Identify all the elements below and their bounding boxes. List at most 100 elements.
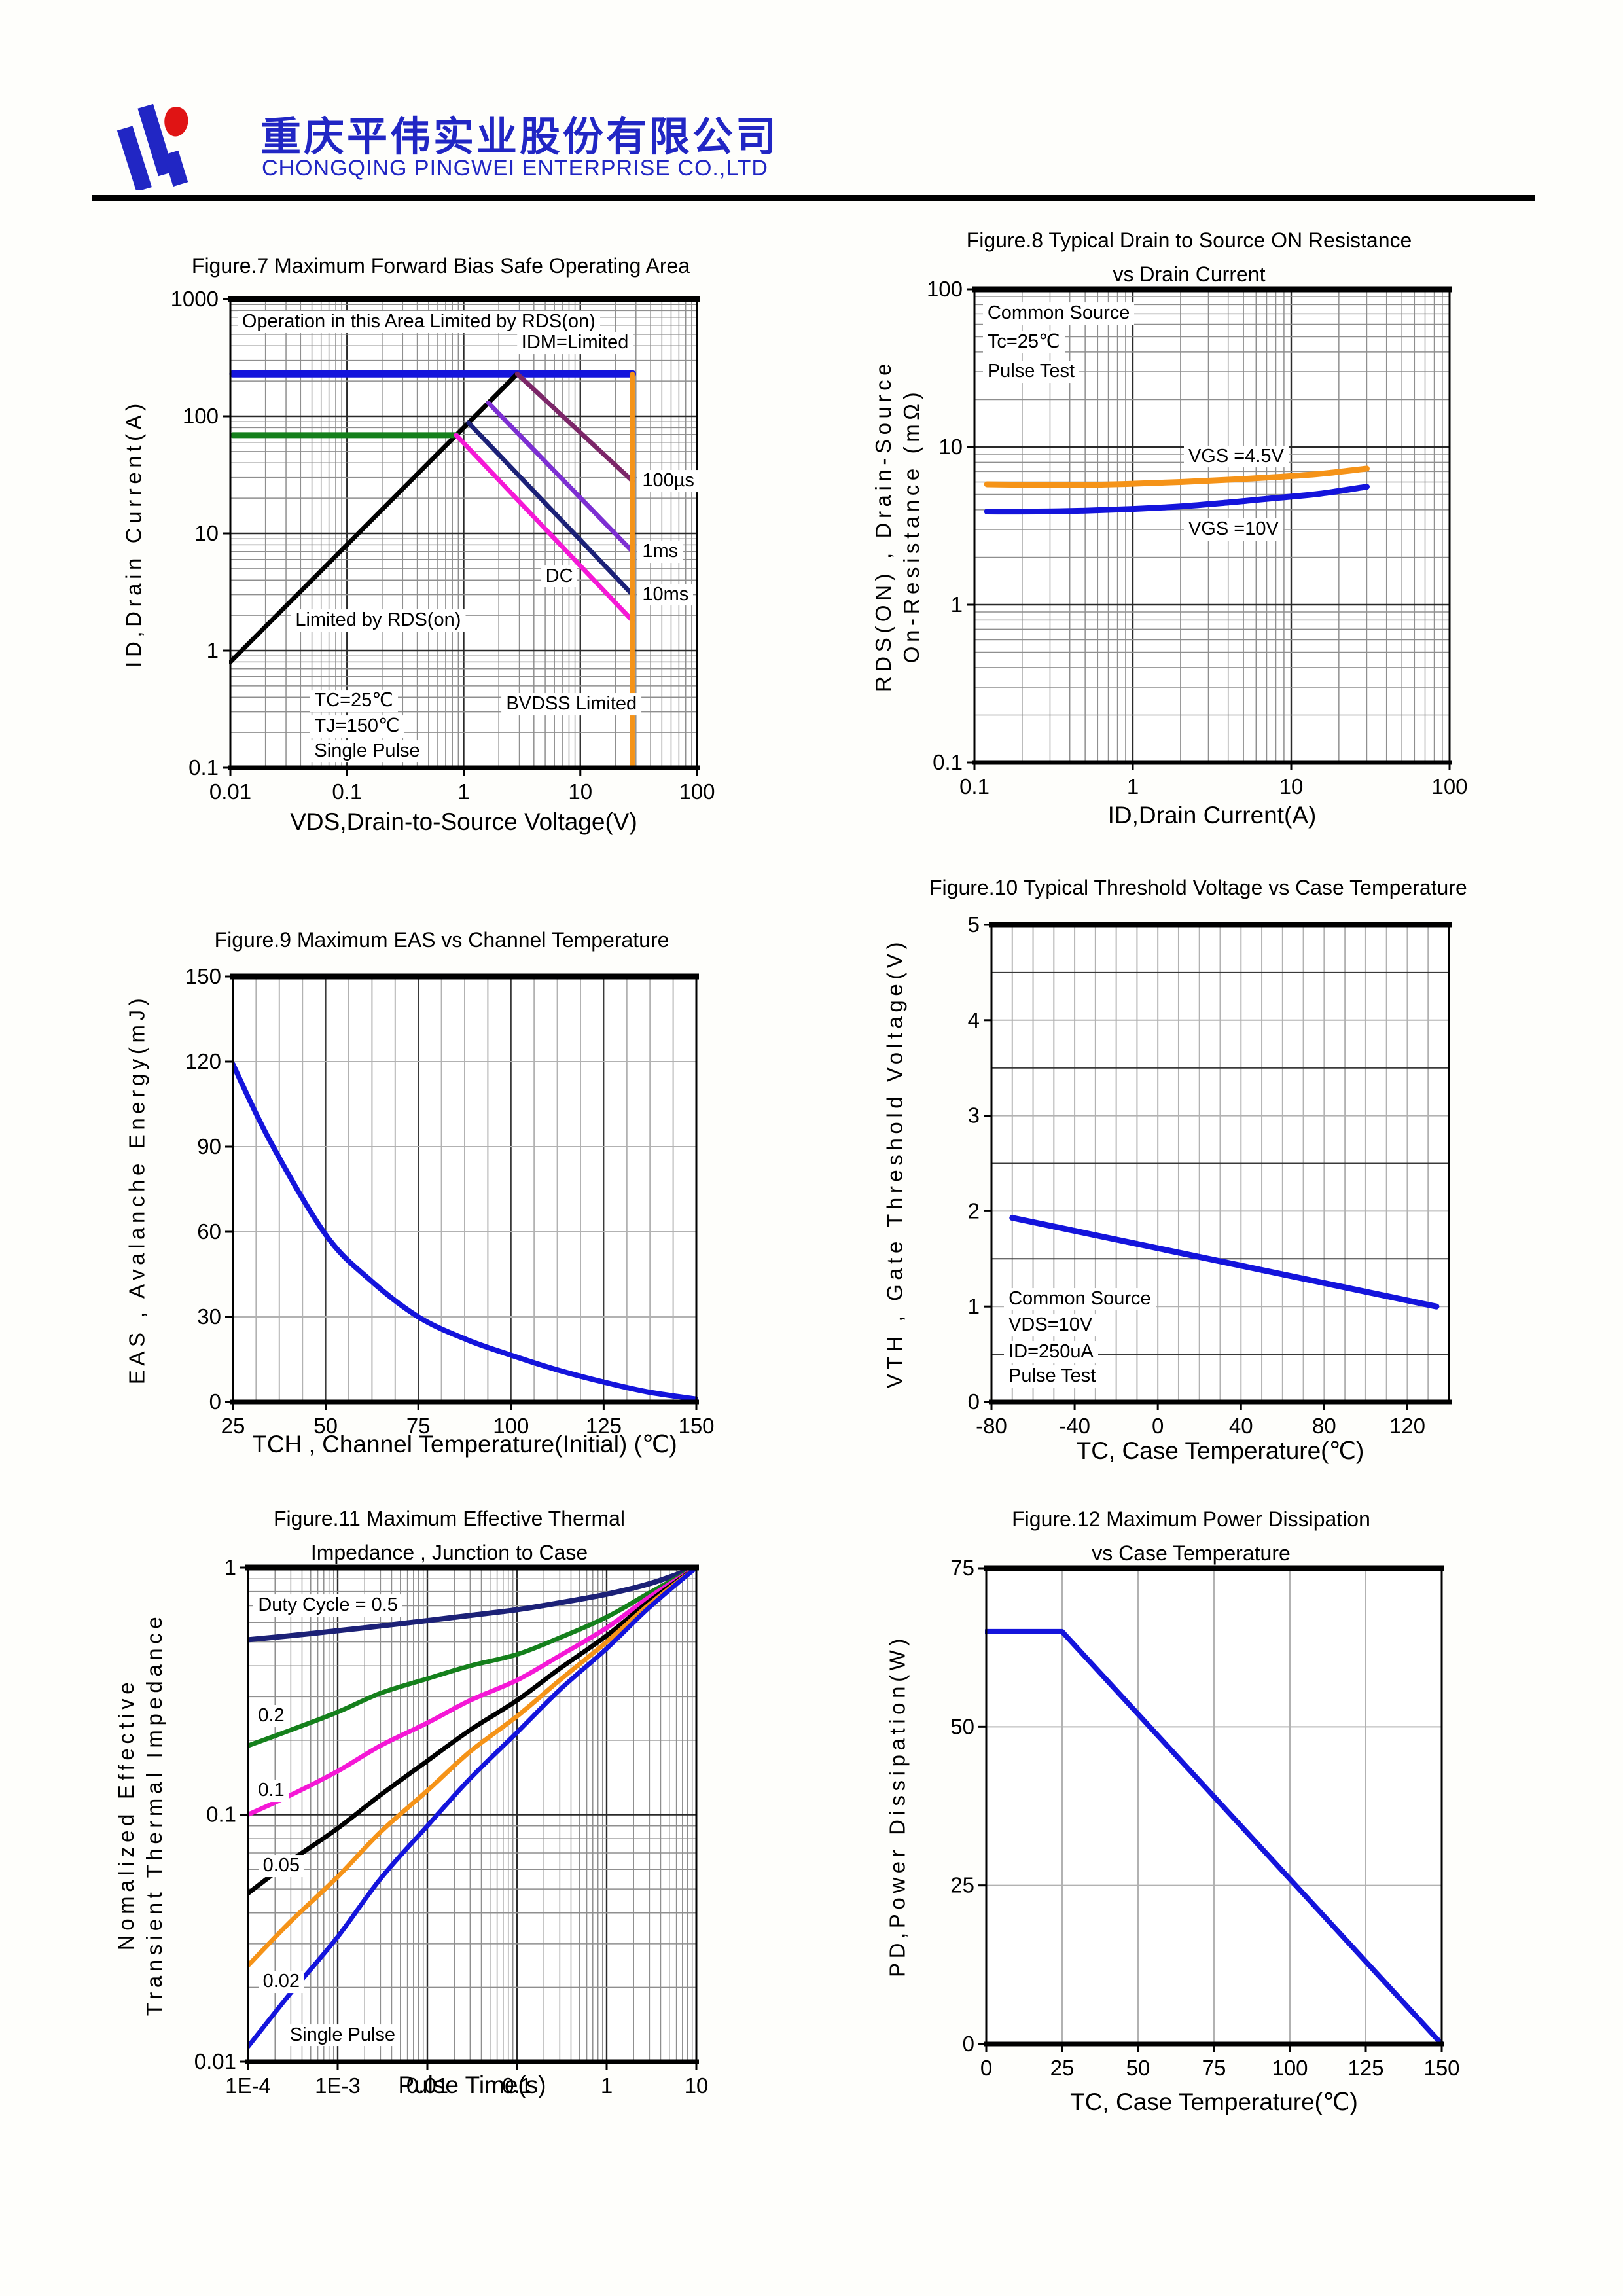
y-tick-label: 5 bbox=[968, 912, 980, 937]
x-tick-label: 0 bbox=[980, 2056, 992, 2080]
x-tick-label: 10 bbox=[1279, 774, 1304, 798]
x-tick-label: 25 bbox=[1050, 2056, 1075, 2080]
y-tick-label: 150 bbox=[185, 964, 221, 988]
figure-11-title: Figure.11 Maximum Effective Thermal Impe… bbox=[273, 1507, 626, 1564]
figure-10-cond-id: ID=250uA bbox=[1004, 1341, 1098, 1364]
y-tick-label: 3 bbox=[968, 1103, 980, 1128]
x-tick-label: 100 bbox=[493, 1414, 529, 1438]
x-tick-label: 25 bbox=[221, 1414, 245, 1438]
x-tick-label: 80 bbox=[1312, 1414, 1336, 1438]
x-tick-label: 125 bbox=[1347, 2056, 1383, 2080]
figure-10-title: Figure.10 Typical Threshold Voltage vs C… bbox=[929, 876, 1467, 899]
figure-7-rdson-label: Limited by RDS(on) bbox=[291, 609, 466, 632]
series-vgs-4-5v bbox=[984, 465, 1370, 488]
figure-7-label-10ms: 10ms bbox=[637, 583, 694, 606]
figure-7-soa-note: Operation in this Area Limited by RDS(on… bbox=[237, 310, 600, 333]
figure-12-plot: 0 25 50 75 100 125 150 0 25 50 75 bbox=[950, 1556, 1459, 2080]
figure-11-label-duty05: Duty Cycle = 0.5 bbox=[253, 1594, 402, 1617]
series-100us-pulse bbox=[514, 371, 635, 484]
x-tick-label: 50 bbox=[1126, 2056, 1150, 2080]
x-tick-label: 75 bbox=[1202, 2056, 1226, 2080]
y-tick-label: 50 bbox=[950, 1714, 974, 1738]
figure-7-cond-tj: TJ=150℃ bbox=[310, 715, 404, 738]
figure-8-label-vgs45: VGS =4.5V bbox=[1183, 445, 1289, 468]
figure-8-xlabel: ID,Drain Current(A) bbox=[1107, 802, 1317, 829]
x-tick-label: 120 bbox=[1389, 1414, 1425, 1438]
y-tick-label: 0 bbox=[968, 1390, 980, 1414]
y-tick-label: 100 bbox=[183, 404, 219, 428]
figure-10-ylabel: VTH , Gate Threshold Voltage(V) bbox=[882, 937, 907, 1389]
x-tick-label: 0 bbox=[1152, 1414, 1164, 1438]
y-tick-label: 0 bbox=[209, 1390, 221, 1414]
figure-7-cond-tc: TC=25℃ bbox=[310, 690, 398, 713]
x-tick-label: 50 bbox=[313, 1414, 338, 1438]
figure-10: Figure.10 Typical Threshold Voltage vs C… bbox=[883, 876, 1467, 1491]
series-dc bbox=[454, 433, 635, 623]
series-1ms-pulse bbox=[486, 401, 635, 554]
series-duty-0-2 bbox=[247, 1566, 698, 1748]
figure-8-plot: 0.1 1 10 100 0.1 1 10 100 bbox=[927, 277, 1468, 798]
figure-11-xlabel: Pulse Time(s) bbox=[398, 2072, 546, 2098]
figure-7-ylabel: ID,Drain Current(A) bbox=[121, 399, 146, 668]
x-tick-label: 0.1 bbox=[959, 774, 990, 798]
y-tick-label: 100 bbox=[927, 277, 963, 301]
x-tick-label: 10 bbox=[685, 2073, 709, 2098]
figure-11-label-duty01: 0.1 bbox=[253, 1779, 289, 1802]
figure-10-xlabel: TC, Case Temperature(℃) bbox=[1076, 1437, 1364, 1464]
y-tick-label: 60 bbox=[197, 1219, 221, 1244]
figure-12: Figure.12 Maximum Power Dissipation vs C… bbox=[885, 1507, 1460, 2147]
company-name-cn: 重庆平伟实业股份有限公司 bbox=[260, 115, 779, 160]
y-tick-label: 10 bbox=[194, 521, 219, 545]
figure-10-cond-vds: VDS=10V bbox=[1004, 1314, 1097, 1337]
x-tick-label: 125 bbox=[586, 1414, 622, 1438]
y-tick-label: 0.01 bbox=[194, 2049, 236, 2073]
x-tick-label: 150 bbox=[678, 1414, 714, 1438]
figure-8-cond-common-source: Common Source bbox=[982, 302, 1135, 325]
x-tick-label: 0.01 bbox=[209, 780, 251, 804]
x-tick-label: 10 bbox=[568, 780, 592, 804]
figure-12-ylabel: PD,Power Dissipation(W) bbox=[885, 1634, 910, 1978]
series-10ms-pulse bbox=[466, 420, 635, 598]
figure-11-label-single-pulse: Single Pulse bbox=[285, 2024, 401, 2047]
y-tick-label: 0.1 bbox=[206, 1803, 236, 1827]
figure-7-label-100us: 100µs bbox=[637, 470, 699, 492]
figure-8-title: Figure.8 Typical Drain to Source ON Resi… bbox=[966, 228, 1412, 286]
series-single-pulse bbox=[247, 1566, 698, 2049]
x-tick-label: 100 bbox=[679, 780, 715, 804]
y-tick-label: 90 bbox=[197, 1134, 221, 1158]
x-tick-label: 150 bbox=[1423, 2056, 1459, 2080]
figure-7: Figure.7 Maximum Forward Bias Safe Opera… bbox=[122, 254, 715, 852]
figure-9-ylabel: EAS , Avalanche Energy(mJ) bbox=[124, 994, 149, 1385]
y-tick-label: 1 bbox=[224, 1555, 236, 1579]
x-tick-label: 0.01 bbox=[406, 2073, 448, 2098]
company-name-en: CHONGQING PINGWEI ENTERPRISE CO.,LTD bbox=[262, 156, 768, 181]
x-tick-label: 1 bbox=[457, 780, 469, 804]
x-tick-label: 100 bbox=[1272, 2056, 1308, 2080]
series-vth-vs-tc bbox=[1009, 1215, 1440, 1310]
x-tick-label: 0.1 bbox=[332, 780, 362, 804]
x-tick-label: 75 bbox=[406, 1414, 431, 1438]
figure-8: Figure.8 Typical Drain to Source ON Resi… bbox=[871, 228, 1468, 849]
figure-11-label-duty005: 0.05 bbox=[258, 1854, 305, 1877]
figure-10-cond-pulse: Pulse Test bbox=[1004, 1365, 1101, 1388]
y-tick-label: 2 bbox=[968, 1198, 980, 1223]
figure-9-plot: 25 50 75 100 125 150 0 30 60 90 120 150 bbox=[185, 964, 715, 1438]
y-tick-label: 120 bbox=[185, 1049, 221, 1073]
figure-7-bvdss-label: BVDSS Limited bbox=[501, 692, 642, 715]
figure-7-label-dc: DC bbox=[541, 565, 578, 588]
y-tick-label: 10 bbox=[938, 435, 963, 459]
x-tick-label: 100 bbox=[1431, 774, 1467, 798]
y-tick-label: 0.1 bbox=[188, 755, 219, 780]
company-logo bbox=[116, 103, 188, 190]
figure-8-cond-pulse: Pulse Test bbox=[982, 361, 1080, 383]
figure-11: Figure.11 Maximum Effective Thermal Impe… bbox=[114, 1507, 713, 2147]
figure-10-cond-common-source: Common Source bbox=[1004, 1287, 1156, 1310]
x-tick-label: 1 bbox=[1127, 774, 1139, 798]
series-duty-0-02 bbox=[247, 1566, 698, 1968]
figure-7-title: Figure.7 Maximum Forward Bias Safe Opera… bbox=[191, 254, 690, 278]
x-tick-label: -40 bbox=[1059, 1414, 1090, 1438]
figure-12-xlabel: TC, Case Temperature(℃) bbox=[1070, 2089, 1358, 2115]
x-tick-label: 0.1 bbox=[502, 2073, 532, 2098]
